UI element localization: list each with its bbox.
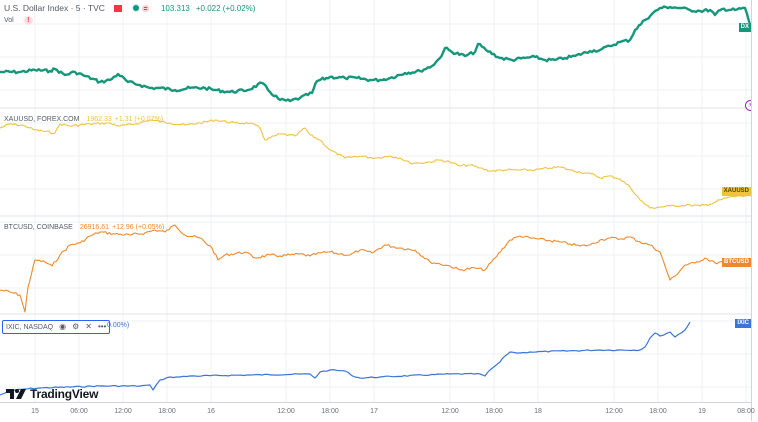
xauusd-line[interactable]: [0, 119, 751, 209]
series-status-icons[interactable]: [130, 3, 151, 13]
main-change: +0.022 (+0.02%): [195, 3, 256, 13]
main-value: 103.313: [160, 3, 190, 13]
dxy-price-tag: DX: [738, 23, 751, 32]
more-icon[interactable]: •••: [97, 322, 107, 331]
btcusd-legend[interactable]: BTCUSD, COINBASE 26916.61 +12.96 (+0.05%…: [4, 224, 164, 231]
ixic-price-tag: IXIC: [735, 319, 751, 328]
settings-icon[interactable]: ⚙: [72, 322, 80, 331]
chart-plot-area[interactable]: [0, 0, 751, 402]
time-tick-label: 08:00: [737, 408, 755, 415]
xauusd-change: +1.31 (+0.07%): [114, 116, 164, 123]
xauusd-value: 1962.33: [86, 116, 112, 123]
time-tick-label: 19: [698, 408, 706, 415]
price-scale-border: [751, 0, 752, 421]
ixic-name: IXIC, NASDAQ: [6, 323, 54, 331]
xauusd-price-tag: XAUUSD: [721, 187, 751, 196]
ixic-legend[interactable]: IXIC, NASDAQ ◉ ⚙ ✕ •••: [2, 320, 111, 334]
xauusd-name: XAUUSD, FOREX.COM: [4, 116, 80, 123]
time-tick-label: 12:00: [277, 408, 295, 415]
tradingview-logo-icon: [6, 389, 26, 399]
time-tick-label: 18:00: [649, 408, 667, 415]
btcusd-value: 26916.61: [79, 224, 110, 231]
time-axis[interactable]: 15 06:00 12:00 18:00 16 12:00 18:00 17 12:00 18:0…: [0, 402, 755, 422]
ixic-change-fragment: 0.00%): [107, 322, 129, 329]
main-symbol-title[interactable]: U.S. Dollar Index · 5 · TVC: [4, 3, 105, 13]
time-tick-label: 18: [534, 408, 542, 415]
chart-canvas[interactable]: [0, 0, 751, 402]
time-tick-label: 12:00: [441, 408, 459, 415]
equals-icon: [141, 4, 149, 12]
volume-label: Vol: [4, 17, 14, 24]
realtime-dot-icon: [131, 4, 140, 12]
time-tick-label: 17: [370, 408, 378, 415]
market-closed-flag-icon[interactable]: [113, 4, 122, 12]
main-series-legend[interactable]: U.S. Dollar Index · 5 · TVC 103.313 +0.0…: [4, 3, 255, 13]
pane-dividers: [0, 107, 751, 315]
price-scale[interactable]: [752, 0, 758, 421]
warning-icon[interactable]: !: [23, 16, 33, 25]
time-tick-label: 18:00: [158, 408, 176, 415]
btcusd-change: +12.96 (+0.05%): [112, 224, 165, 231]
btcusd-line[interactable]: [0, 224, 751, 313]
tradingview-logo-text: TradingView: [30, 387, 99, 401]
btcusd-name: BTCUSD, COINBASE: [4, 224, 73, 231]
time-tick-label: 18:00: [321, 408, 339, 415]
time-tick-label: 12:00: [605, 408, 623, 415]
time-tick-label: 16: [207, 408, 215, 415]
btcusd-price-tag: BTCUSD: [722, 258, 751, 267]
tradingview-logo[interactable]: TradingView: [6, 387, 98, 401]
time-tick-label: 18:00: [485, 408, 503, 415]
close-icon[interactable]: ✕: [85, 322, 92, 331]
time-tick-label: 06:00: [70, 408, 88, 415]
xauusd-legend[interactable]: XAUUSD, FOREX.COM 1962.33 +1.31 (+0.07%): [4, 116, 163, 123]
time-tick-label: 15: [31, 408, 39, 415]
volume-legend[interactable]: Vol !: [4, 16, 33, 25]
ixic-change: 0.00%): [107, 322, 130, 329]
ixic-line[interactable]: [0, 321, 691, 396]
grid-lines: [0, 0, 751, 402]
eye-icon[interactable]: ◉: [59, 322, 67, 331]
dxy-line[interactable]: [0, 5, 751, 103]
time-tick-label: 12:00: [114, 408, 132, 415]
